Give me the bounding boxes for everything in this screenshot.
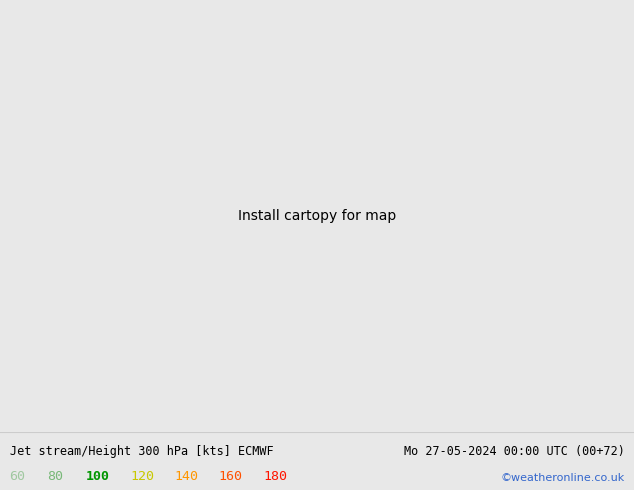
Text: 140: 140 — [174, 470, 198, 483]
Text: Jet stream/Height 300 hPa [kts] ECMWF: Jet stream/Height 300 hPa [kts] ECMWF — [10, 445, 273, 458]
Text: 80: 80 — [48, 470, 63, 483]
Text: 180: 180 — [263, 470, 287, 483]
Text: 160: 160 — [219, 470, 243, 483]
Text: ©weatheronline.co.uk: ©weatheronline.co.uk — [500, 473, 624, 483]
Text: 100: 100 — [86, 470, 110, 483]
Text: 120: 120 — [130, 470, 154, 483]
Text: Mo 27-05-2024 00:00 UTC (00+72): Mo 27-05-2024 00:00 UTC (00+72) — [404, 445, 624, 458]
Text: 60: 60 — [10, 470, 25, 483]
Text: Install cartopy for map: Install cartopy for map — [238, 209, 396, 223]
